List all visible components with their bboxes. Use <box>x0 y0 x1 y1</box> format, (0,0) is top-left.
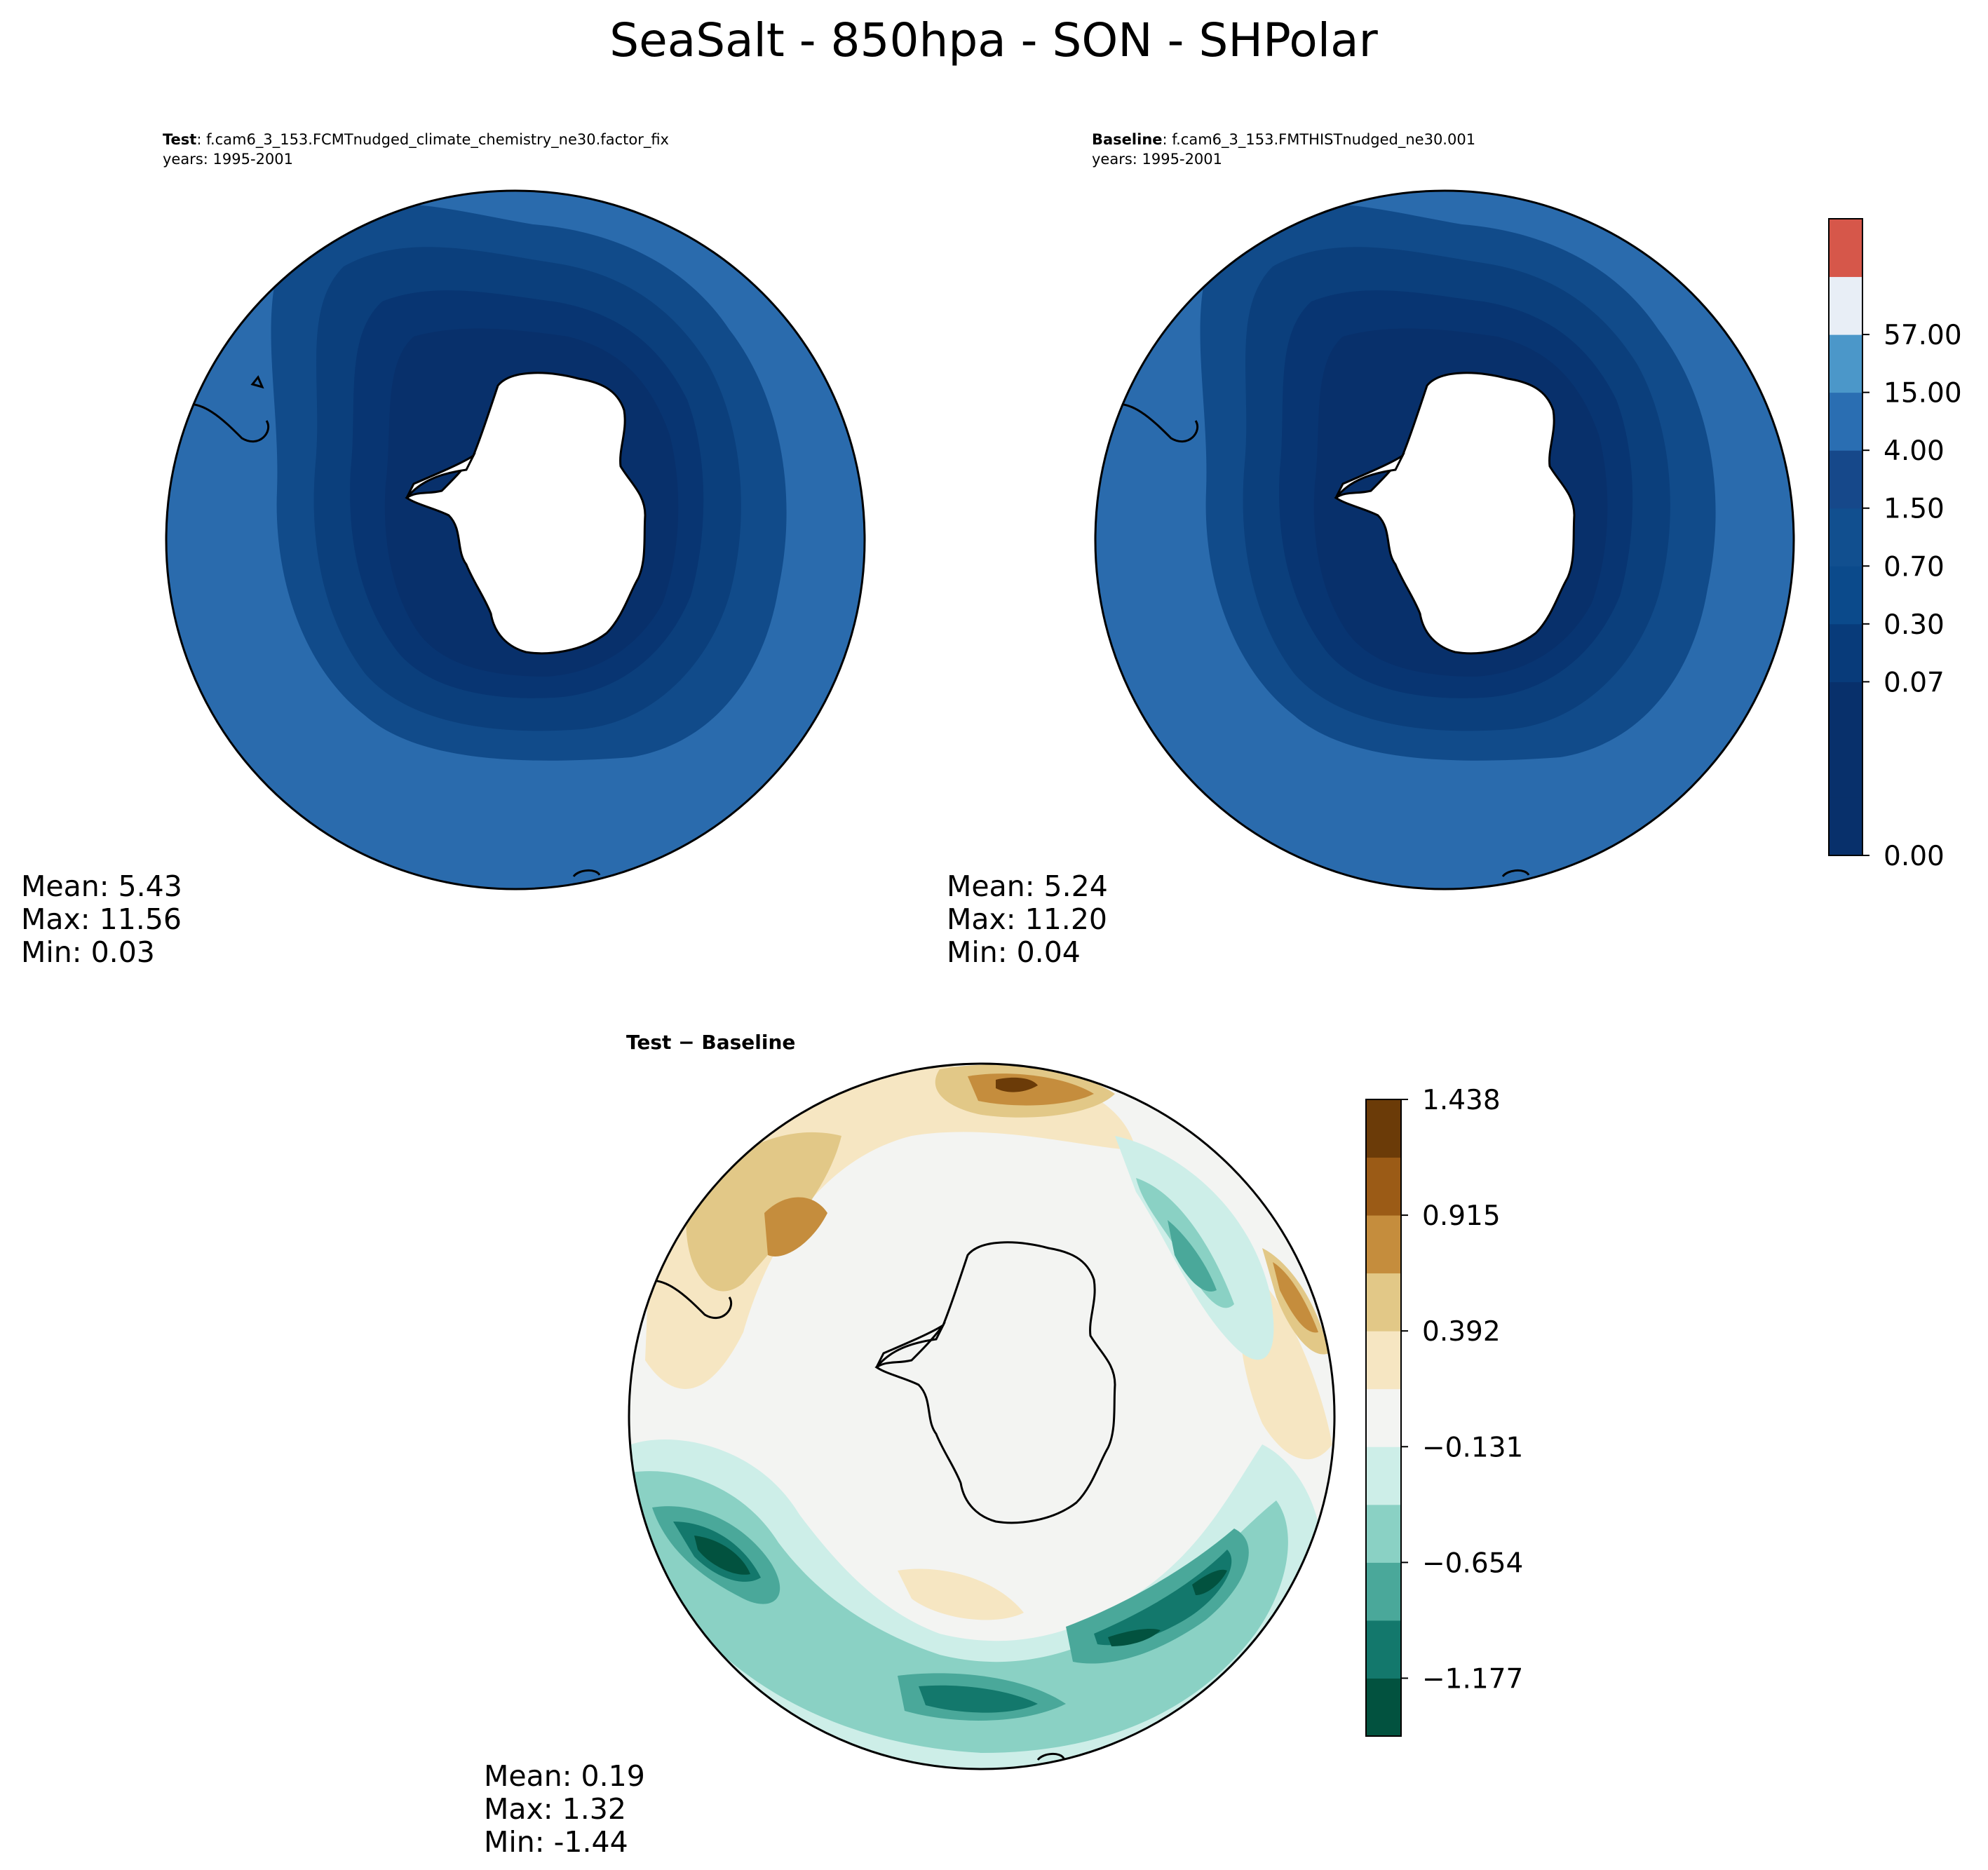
colorbar-tick-label: −1.177 <box>1422 1663 1523 1695</box>
colorbar-segment <box>1366 1678 1401 1737</box>
colorbar-segment <box>1366 1157 1401 1216</box>
colorbar-segment <box>1829 508 1862 567</box>
diff-title-test: Test <box>626 1031 671 1054</box>
colorbar-tick-label: −0.654 <box>1422 1547 1523 1579</box>
baseline-label: Baseline <box>1092 131 1163 148</box>
diff-panel: Test − Baseline <box>484 1031 1336 1859</box>
colorbar-tick-label: −0.131 <box>1422 1432 1523 1463</box>
colorbar-segment <box>1366 1562 1401 1621</box>
test-min: Min: 0.03 <box>21 935 155 969</box>
diff-colorbar: 1.438 0.915 0.392 −0.131 −0.654 −1.177 <box>1365 1085 1523 1737</box>
colorbar-segment <box>1829 219 1862 278</box>
colorbar-segment <box>1829 682 1862 740</box>
diff-mean: Mean: 0.19 <box>484 1759 645 1793</box>
colorbar-segment <box>1829 623 1862 682</box>
diff-title-baseline: Baseline <box>701 1031 795 1054</box>
colorbar-tick-label: 4.00 <box>1884 435 1945 467</box>
colorbar-tick-label: 15.00 <box>1884 378 1962 409</box>
colorbar-segment <box>1829 566 1862 625</box>
baseline-max: Max: 11.20 <box>947 902 1107 936</box>
colorbar-segment <box>1366 1620 1401 1679</box>
baseline-map <box>1095 191 1794 889</box>
diff-max: Max: 1.32 <box>484 1792 626 1826</box>
diff-title: Test − Baseline <box>626 1031 795 1054</box>
main-colorbar: 57.00 15.00 4.00 1.50 0.70 0.30 0.07 0.00 <box>1828 218 1962 872</box>
colorbar-segment <box>1366 1388 1401 1447</box>
colorbar-segment <box>1366 1446 1401 1505</box>
baseline-years: years: 1995-2001 <box>1092 151 1222 168</box>
test-mean: Mean: 5.43 <box>21 869 182 903</box>
colorbar-segment <box>1366 1215 1401 1274</box>
test-years: years: 1995-2001 <box>163 151 293 168</box>
diff-title-sep: − <box>671 1031 701 1054</box>
colorbar-tick-label: 1.438 <box>1422 1085 1501 1116</box>
baseline-panel: Baseline: f.cam6_3_153.FMTHISTnudged_ne3… <box>947 131 1795 969</box>
diff-min: Min: -1.44 <box>484 1825 628 1859</box>
baseline-mean: Mean: 5.24 <box>947 869 1108 903</box>
colorbar-segment <box>1366 1273 1401 1332</box>
figure-title: SeaSalt - 850hpa - SON - SHPolar <box>609 13 1378 67</box>
colorbar-tick-label: 0.00 <box>1884 841 1945 872</box>
test-case-name: : f.cam6_3_153.FCMTnudged_climate_chemis… <box>196 131 669 149</box>
colorbar-segment <box>1829 392 1862 451</box>
colorbar-tick-label: 57.00 <box>1884 320 1962 351</box>
colorbar-segment <box>1829 739 1862 798</box>
colorbar-tick-label: 0.70 <box>1884 551 1945 583</box>
colorbar-tick-label: 0.392 <box>1422 1316 1501 1348</box>
test-panel-header: Test: f.cam6_3_153.FCMTnudged_climate_ch… <box>163 131 669 149</box>
test-label: Test <box>163 131 196 148</box>
baseline-min: Min: 0.04 <box>947 935 1081 969</box>
test-map <box>166 191 865 889</box>
colorbar-segment <box>1829 450 1862 509</box>
colorbar-segment <box>1366 1331 1401 1390</box>
colorbar-segment <box>1829 276 1862 335</box>
colorbar-tick-label: 0.07 <box>1884 667 1945 698</box>
colorbar-tick-label: 1.50 <box>1884 494 1945 525</box>
colorbar-segment <box>1366 1504 1401 1563</box>
colorbar-tick-label: 0.915 <box>1422 1200 1501 1232</box>
colorbar-segment <box>1366 1099 1401 1158</box>
colorbar-segment <box>1829 334 1862 393</box>
test-panel: Test: f.cam6_3_153.FCMTnudged_climate_ch… <box>21 131 866 969</box>
baseline-case-name: : f.cam6_3_153.FMTHISTnudged_ne30.001 <box>1163 131 1476 149</box>
diff-map <box>629 1064 1334 1769</box>
colorbar-segment <box>1829 797 1862 856</box>
baseline-panel-header: Baseline: f.cam6_3_153.FMTHISTnudged_ne3… <box>1092 131 1475 149</box>
test-max: Max: 11.56 <box>21 902 182 936</box>
colorbar-tick-label: 0.30 <box>1884 609 1945 641</box>
